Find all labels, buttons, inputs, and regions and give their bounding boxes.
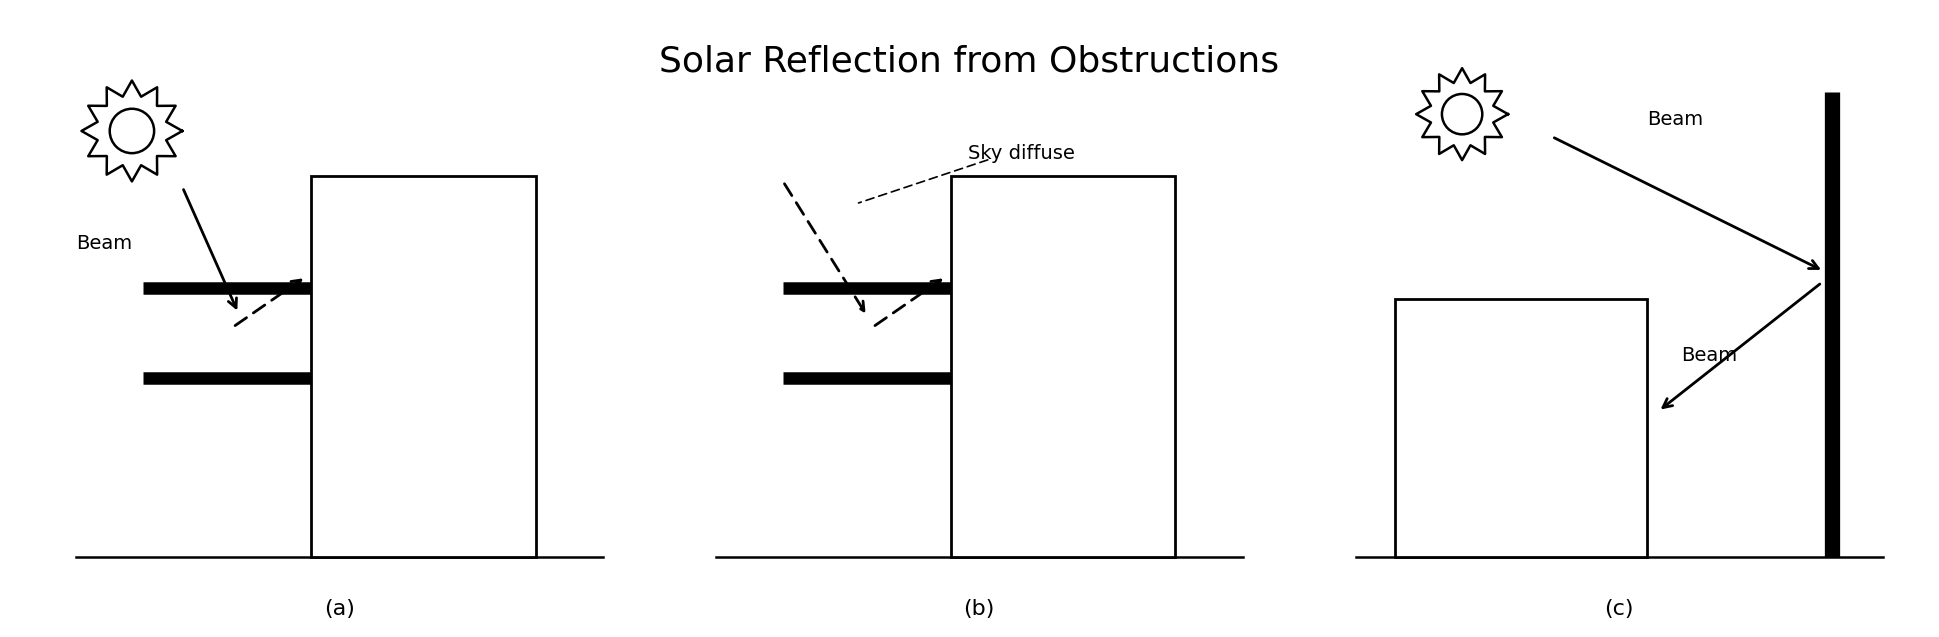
Text: (c): (c)	[1604, 599, 1635, 619]
Text: Sky diffuse: Sky diffuse	[968, 144, 1074, 163]
Text: (b): (b)	[964, 599, 995, 619]
Text: Beam: Beam	[76, 234, 132, 253]
Text: Beam: Beam	[1646, 110, 1702, 129]
Bar	[312, 176, 535, 557]
Text: (a): (a)	[324, 599, 355, 619]
Text: Beam: Beam	[1681, 346, 1737, 365]
Bar	[952, 176, 1175, 557]
Bar	[1394, 299, 1646, 557]
Text: Solar Reflection from Obstructions: Solar Reflection from Obstructions	[659, 45, 1280, 78]
